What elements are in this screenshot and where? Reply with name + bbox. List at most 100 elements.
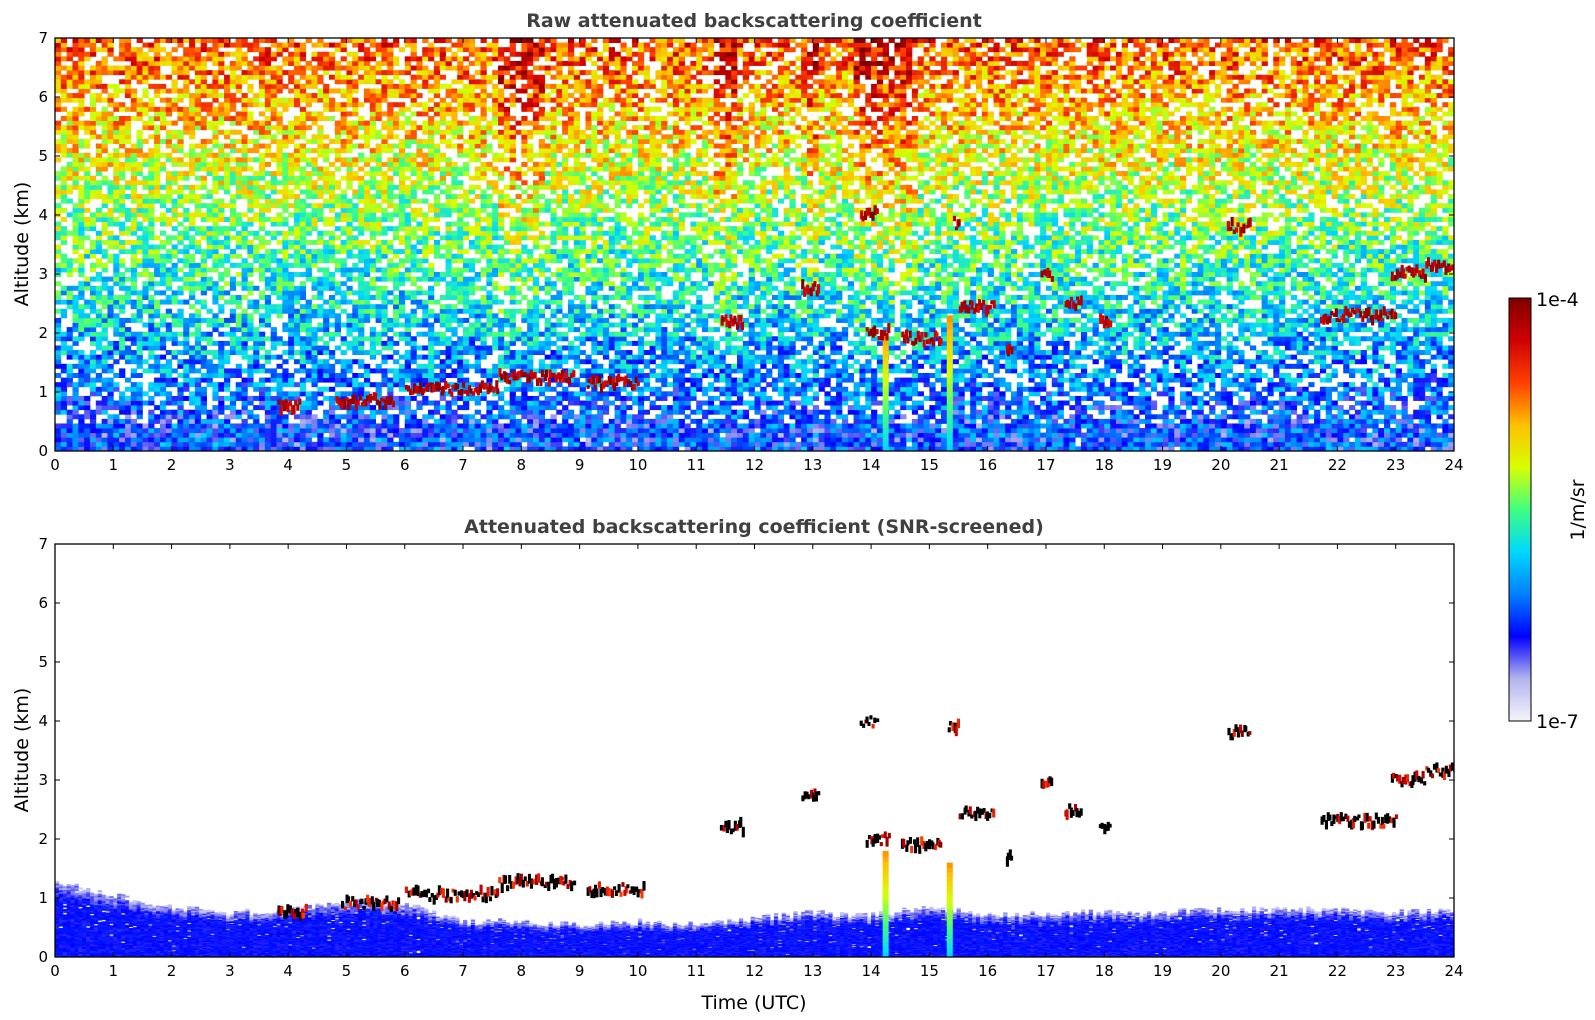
heatmap-cell <box>259 102 266 108</box>
heatmap-cell <box>148 395 155 401</box>
heatmap-cell <box>381 230 388 236</box>
heatmap-cell <box>154 216 161 222</box>
heatmap-cell <box>381 97 388 103</box>
heatmap-cell <box>89 276 97 282</box>
heatmap-cell <box>101 157 108 163</box>
heatmap-cell <box>352 304 359 310</box>
heatmap-cell <box>224 281 231 287</box>
heatmap-cell <box>200 194 207 200</box>
heatmap-cell <box>241 350 248 356</box>
heatmap-cell <box>206 437 213 443</box>
heatmap-cell <box>346 340 353 346</box>
heatmap-cell <box>218 294 225 300</box>
heatmap-cell <box>346 446 353 451</box>
heatmap-cell <box>474 359 481 365</box>
heatmap-cell <box>264 216 272 222</box>
heatmap-cell <box>317 194 324 200</box>
heatmap-cell <box>398 304 406 310</box>
heatmap-cell <box>72 138 79 144</box>
heatmap-cell <box>113 93 120 99</box>
heatmap-cell <box>235 386 242 392</box>
heatmap-cell <box>305 65 312 71</box>
heatmap-cell <box>299 386 307 392</box>
heatmap-cell <box>101 432 108 438</box>
heatmap-cell <box>463 281 470 287</box>
heatmap-cell <box>183 437 190 443</box>
heatmap-cell <box>457 299 464 305</box>
heatmap-cell <box>148 262 155 268</box>
heatmap-cell <box>445 428 452 434</box>
heatmap-cell <box>346 184 353 190</box>
heatmap-cell <box>340 42 347 48</box>
heatmap-cell <box>288 327 295 333</box>
heatmap-cell <box>270 70 277 76</box>
heatmap-cell <box>107 414 114 420</box>
heatmap-cell <box>95 317 103 323</box>
heatmap-cell <box>194 111 202 117</box>
heatmap-cell <box>101 276 108 282</box>
heatmap-cell <box>398 322 406 328</box>
heatmap-cell <box>288 226 295 232</box>
heatmap-cell <box>381 313 388 319</box>
heatmap-cell <box>480 65 487 71</box>
heatmap-cell <box>358 47 365 53</box>
heatmap-cell <box>107 432 114 438</box>
heatmap-cell <box>393 226 400 232</box>
heatmap-cell <box>136 423 143 429</box>
heatmap-cell <box>183 244 190 250</box>
heatmap-cell <box>305 116 312 121</box>
heatmap-cell <box>113 148 120 154</box>
heatmap-cell <box>410 317 417 323</box>
heatmap-cell <box>84 166 91 172</box>
heatmap-cell <box>480 93 487 99</box>
heatmap-cell <box>206 194 213 200</box>
heatmap-cell <box>177 230 184 236</box>
heatmap-cell <box>416 345 423 351</box>
heatmap-cell <box>433 79 441 85</box>
heatmap-cell <box>457 120 464 126</box>
heatmap-cell <box>428 272 435 278</box>
heatmap-cell <box>177 331 184 337</box>
heatmap-cell <box>212 322 219 328</box>
heatmap-cell <box>72 414 79 420</box>
heatmap-cell <box>451 340 458 346</box>
heatmap-cell <box>445 230 452 236</box>
heatmap-cell <box>352 125 359 131</box>
heatmap-cell <box>468 336 476 342</box>
heatmap-cell <box>381 125 388 131</box>
heatmap-cell <box>194 239 202 245</box>
heatmap-cell <box>259 345 266 351</box>
heatmap-cell <box>451 437 458 443</box>
heatmap-cell <box>253 432 260 438</box>
heatmap-cell <box>229 143 237 149</box>
heatmap-cell <box>323 281 330 287</box>
heatmap-cell <box>101 38 108 43</box>
heatmap-cell <box>363 267 371 273</box>
heatmap-cell <box>72 120 79 126</box>
heatmap-cell <box>451 290 458 296</box>
heatmap-cell <box>381 56 388 62</box>
heatmap-cell <box>154 327 161 333</box>
heatmap-cell <box>89 432 97 438</box>
heatmap-cell <box>130 437 138 443</box>
heatmap-cell <box>124 267 132 273</box>
heatmap-cell <box>317 189 324 195</box>
heatmap-cell <box>282 166 289 172</box>
heatmap-cell <box>340 281 347 287</box>
heatmap-cell <box>136 391 143 397</box>
heatmap-cell <box>66 423 73 429</box>
heatmap-cell <box>346 51 353 57</box>
heatmap-cell <box>288 395 295 401</box>
heatmap-cell <box>165 294 172 300</box>
heatmap-cell <box>346 79 353 85</box>
heatmap-cell <box>451 313 458 319</box>
heatmap-cell <box>486 400 493 406</box>
heatmap-cell <box>72 336 79 342</box>
heatmap-cell <box>142 437 149 443</box>
heatmap-cell <box>142 262 149 268</box>
heatmap-cell <box>66 294 73 300</box>
heatmap-cell <box>148 249 155 255</box>
heatmap-cell <box>253 267 260 273</box>
heatmap-cell <box>428 47 435 53</box>
heatmap-cell <box>130 359 138 365</box>
